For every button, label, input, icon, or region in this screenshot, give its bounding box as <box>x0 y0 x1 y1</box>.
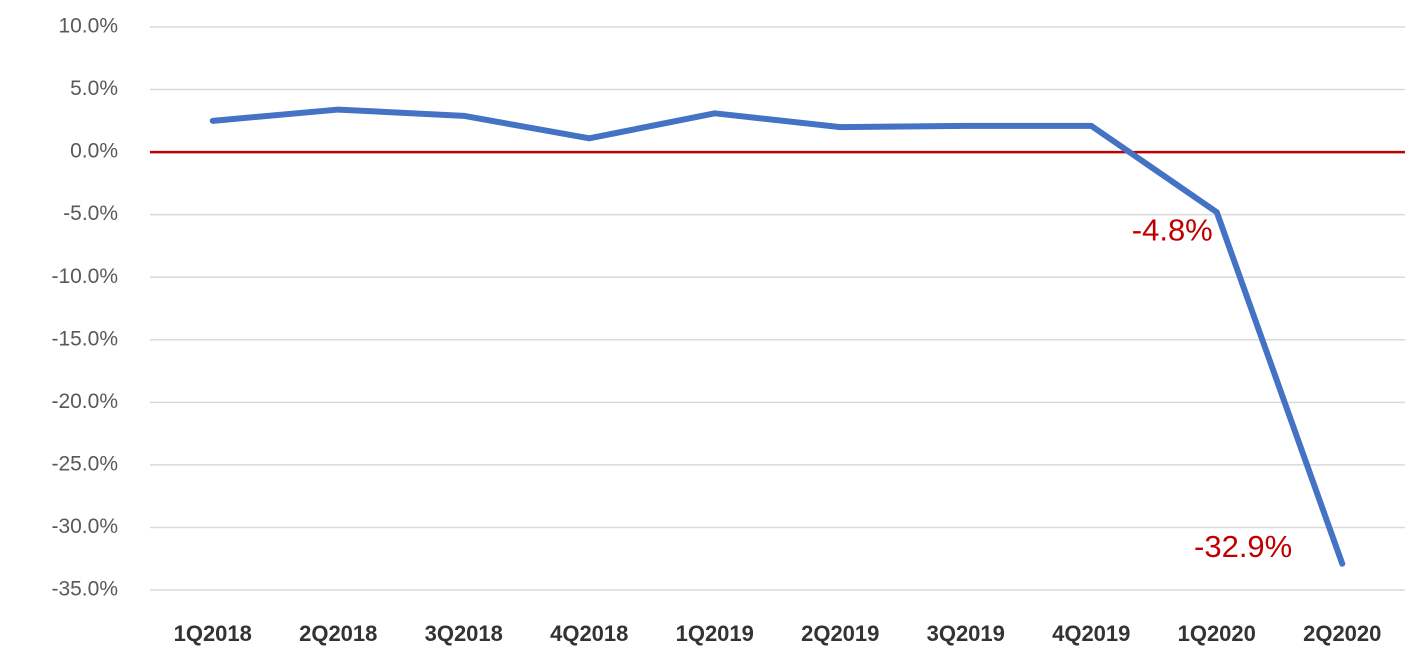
y-tick-label: -30.0% <box>51 515 118 538</box>
x-tick-label: 4Q2019 <box>1052 621 1130 646</box>
y-tick-label: -15.0% <box>51 327 118 350</box>
x-tick-label: 2Q2018 <box>299 621 377 646</box>
y-tick-label: -25.0% <box>51 452 118 475</box>
x-tick-label: 1Q2019 <box>676 621 754 646</box>
x-tick-label: 4Q2018 <box>550 621 628 646</box>
y-tick-label: 10.0% <box>58 15 118 38</box>
y-tick-label: -5.0% <box>63 202 118 225</box>
x-tick-label: 3Q2019 <box>927 621 1005 646</box>
x-tick-label: 1Q2020 <box>1178 621 1256 646</box>
x-tick-label: 1Q2018 <box>174 621 252 646</box>
y-tick-label: 5.0% <box>70 77 118 100</box>
data-label: -4.8% <box>1132 212 1213 247</box>
x-tick-label: 2Q2020 <box>1303 621 1381 646</box>
y-tick-label: 0.0% <box>70 140 118 163</box>
y-tick-label: -35.0% <box>51 578 118 601</box>
x-tick-label: 3Q2018 <box>425 621 503 646</box>
y-tick-label: -20.0% <box>51 390 118 413</box>
series-line <box>209 106 1346 567</box>
data-label: -32.9% <box>1194 529 1292 564</box>
x-tick-label: 2Q2019 <box>801 621 879 646</box>
y-tick-label: -10.0% <box>51 265 118 288</box>
